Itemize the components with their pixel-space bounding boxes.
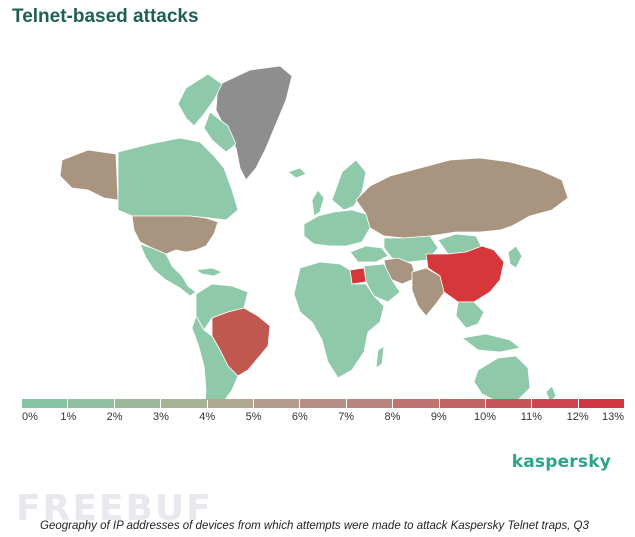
region-southeast-asia bbox=[455, 301, 485, 329]
region-greenland bbox=[215, 65, 293, 181]
scale-segment bbox=[485, 399, 532, 408]
region-scandinavia bbox=[331, 159, 367, 211]
region-egypt bbox=[349, 267, 367, 285]
scale-label: 5% bbox=[245, 411, 262, 423]
region-australia bbox=[473, 355, 531, 400]
region-new-zealand bbox=[545, 385, 557, 400]
region-alaska bbox=[59, 149, 119, 201]
region-japan bbox=[507, 245, 523, 269]
region-baffin bbox=[203, 111, 237, 153]
scale-label: 2% bbox=[106, 411, 123, 423]
scale-segment bbox=[253, 399, 300, 408]
scale-label: 1% bbox=[60, 411, 77, 423]
scale-label: 10% bbox=[474, 411, 497, 423]
color-scale: 0% 1% 2% 3% 4% 5% 6% 7% 8% 9% 10% 11% 12% 13% bbox=[22, 399, 625, 429]
scale-label: 8% bbox=[384, 411, 401, 423]
scale-label: 0% bbox=[22, 411, 38, 423]
map-caption: Geography of IP addresses of devices fro… bbox=[40, 520, 589, 532]
kaspersky-logo: kaspersky bbox=[511, 452, 611, 472]
color-scale-bar bbox=[22, 399, 625, 408]
region-africa bbox=[293, 261, 385, 379]
region-indonesia bbox=[461, 333, 521, 353]
region-usa bbox=[131, 215, 219, 255]
region-canada bbox=[117, 137, 239, 221]
scale-segment bbox=[207, 399, 253, 408]
scale-label: 12% bbox=[566, 411, 589, 423]
scale-segment bbox=[578, 399, 625, 408]
scale-label: 9% bbox=[430, 411, 447, 423]
scale-label: 3% bbox=[152, 411, 169, 423]
scale-label: 4% bbox=[199, 411, 216, 423]
region-europe bbox=[303, 209, 371, 247]
region-caribbean bbox=[195, 267, 223, 277]
scale-segment bbox=[532, 399, 578, 408]
scale-label: 11% bbox=[520, 411, 542, 423]
region-madagascar bbox=[375, 345, 385, 369]
watermark: FREEBUF bbox=[16, 488, 213, 529]
scale-segment bbox=[346, 399, 393, 408]
region-canada-islands bbox=[177, 73, 223, 127]
region-mexico bbox=[139, 243, 197, 297]
scale-segment bbox=[114, 399, 161, 408]
region-india bbox=[411, 267, 447, 317]
region-uk bbox=[311, 189, 325, 217]
scale-segment bbox=[300, 399, 346, 408]
region-russia bbox=[355, 157, 569, 239]
scale-segment bbox=[22, 399, 68, 408]
scale-label: 13% bbox=[601, 411, 624, 423]
region-china bbox=[425, 245, 505, 303]
region-arabia bbox=[363, 263, 401, 303]
scale-segment bbox=[393, 399, 439, 408]
scale-label: 6% bbox=[291, 411, 308, 423]
region-south-america-south bbox=[191, 315, 239, 400]
scale-segment bbox=[161, 399, 207, 408]
chart-title: Telnet-based attacks bbox=[12, 6, 199, 27]
scale-label: 7% bbox=[338, 411, 355, 423]
color-scale-labels: 0% 1% 2% 3% 4% 5% 6% 7% 8% 9% 10% 11% 12% 13% bbox=[22, 411, 624, 427]
scale-segment bbox=[68, 399, 114, 408]
scale-segment bbox=[439, 399, 485, 408]
region-iceland bbox=[287, 167, 307, 179]
world-map bbox=[59, 65, 569, 400]
region-turkey bbox=[349, 245, 389, 263]
